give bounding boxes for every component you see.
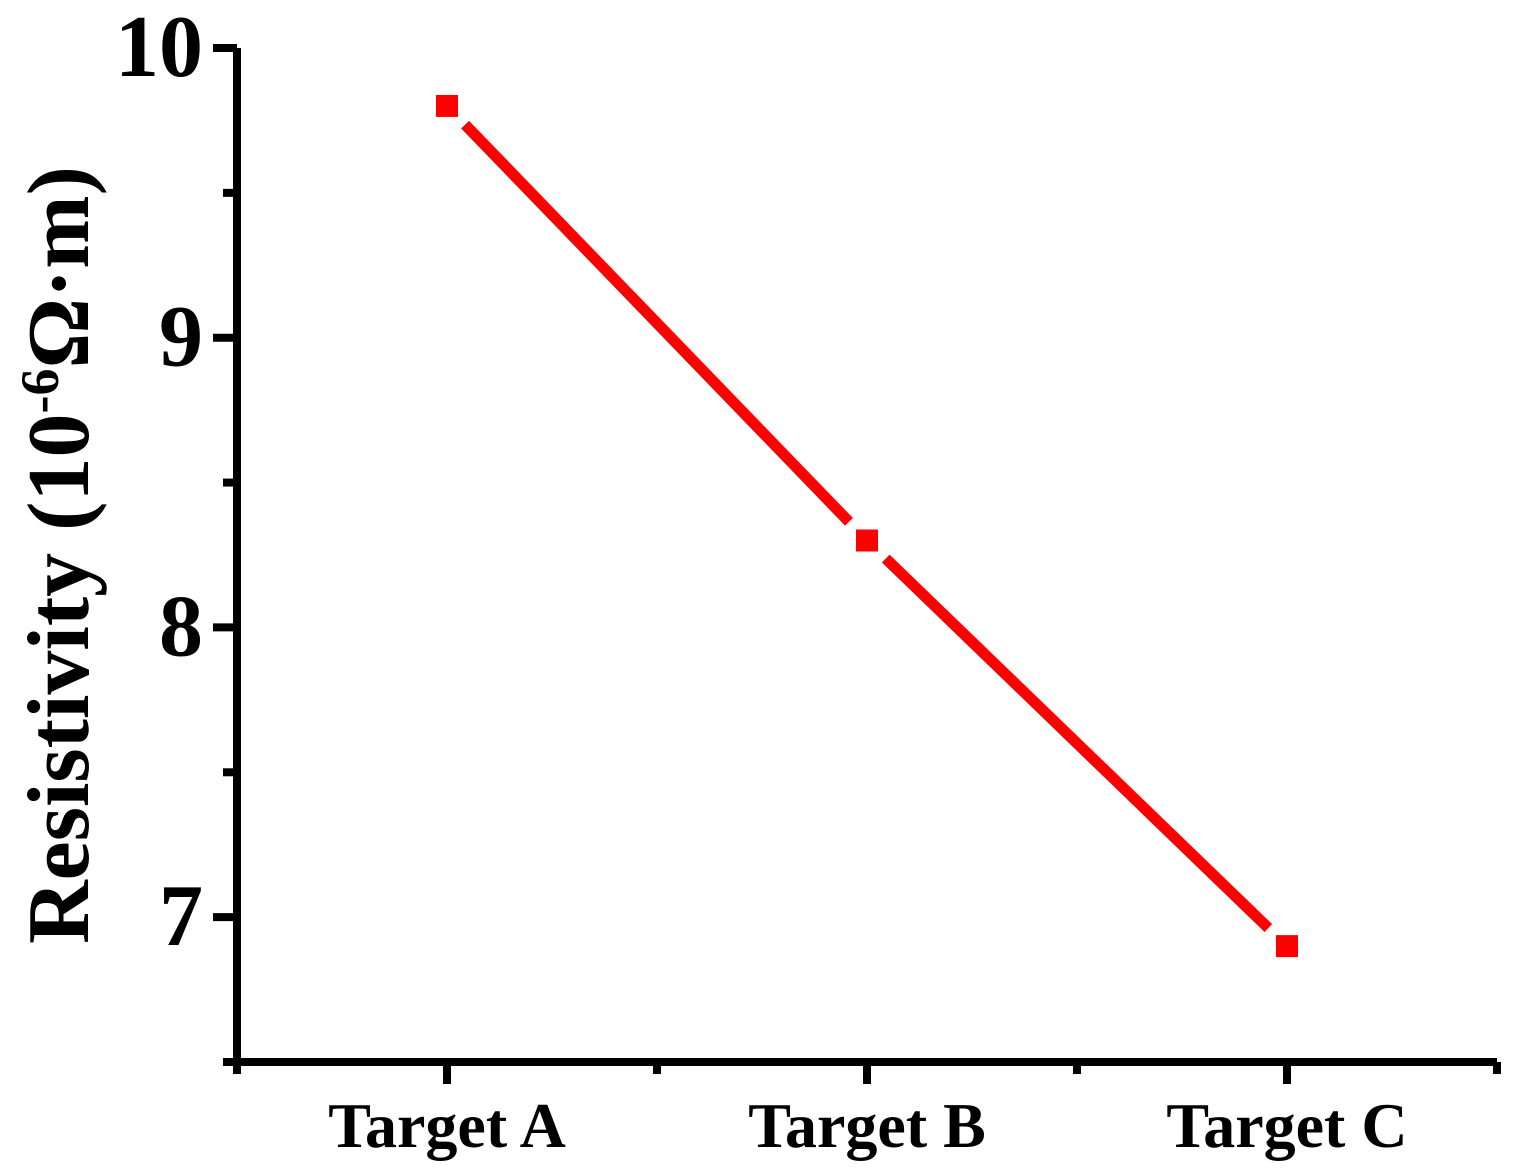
series-line-segment (461, 120, 853, 526)
series-line-segment (881, 554, 1273, 933)
axis-spine (233, 48, 1497, 1066)
x-category-label: Target A (328, 1090, 566, 1161)
y-tick-label: 7 (159, 868, 203, 965)
data-point-marker (1276, 935, 1298, 958)
y-tick-label: 8 (159, 578, 203, 675)
y-axis-title-superscript: -6 (10, 369, 70, 414)
y-tick-label: 10 (115, 0, 203, 96)
y-axis-title: Resistivity (10-6Ω·m) (10, 166, 108, 944)
series-layer (436, 94, 1298, 958)
x-category-label: Target B (748, 1090, 986, 1161)
y-axis-title-post: Ω·m) (11, 166, 108, 368)
y-axis-title-pre: Resistivity (10 (11, 414, 108, 944)
y-tick-label: 9 (159, 289, 203, 386)
tick-labels-layer: 10 9 8 7 Target A Target B Target C (115, 0, 1408, 1161)
data-point-marker (436, 94, 458, 117)
axes-layer (213, 44, 1501, 1084)
x-category-label: Target C (1166, 1090, 1407, 1161)
data-point-marker (856, 529, 878, 552)
